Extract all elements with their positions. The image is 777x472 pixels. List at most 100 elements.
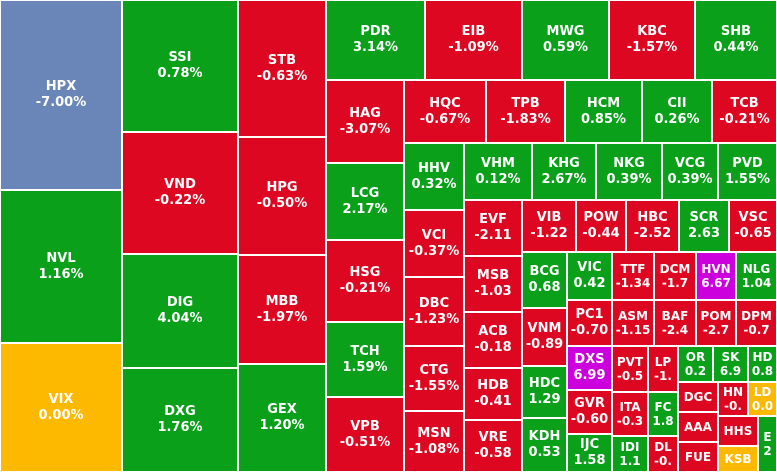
- ticker-label: DGC: [683, 389, 713, 404]
- stock-tile-dpm[interactable]: DPM -0.7: [736, 300, 777, 346]
- stock-tile-asm[interactable]: ASM -1.15: [612, 300, 654, 346]
- stock-tile-nlg[interactable]: NLG 1.04: [736, 252, 777, 300]
- stock-tile-vix[interactable]: VIX 0.00%: [0, 343, 122, 472]
- stock-tile-acb[interactable]: ACB -0.18: [464, 312, 522, 368]
- stock-tile-hdb[interactable]: HDB -0.41: [464, 368, 522, 420]
- stock-tile-vci[interactable]: VCI -0.37%: [404, 210, 464, 277]
- stock-tile-tpb[interactable]: TPB -1.83%: [486, 80, 565, 143]
- change-label: 1.20%: [259, 418, 305, 433]
- stock-tile-evf[interactable]: EVF -2.11: [464, 200, 522, 256]
- stock-tile-msn[interactable]: MSN -1.08%: [404, 411, 464, 472]
- change-label: -0.22%: [154, 193, 206, 208]
- stock-tile-ssi[interactable]: SSI 0.78%: [122, 0, 238, 132]
- stock-tile-kbc[interactable]: KBC -1.57%: [609, 0, 695, 80]
- stock-tile-hag[interactable]: HAG -3.07%: [326, 80, 404, 163]
- stock-tile-vcg[interactable]: VCG 0.39%: [662, 143, 718, 200]
- stock-tile-vnd[interactable]: VND -0.22%: [122, 132, 238, 254]
- stock-tile-mbb[interactable]: MBB -1.97%: [238, 255, 326, 364]
- stock-tile-dcm[interactable]: DCM -1.7: [654, 252, 696, 300]
- stock-tile-hbc[interactable]: HBC -2.52: [626, 200, 679, 252]
- stock-tile-fc[interactable]: FC 1.8: [648, 392, 678, 436]
- ticker-label: KBC: [637, 24, 667, 40]
- stock-tile-mwg[interactable]: MWG 0.59%: [522, 0, 609, 80]
- stock-tile-khg[interactable]: KHG 2.67%: [532, 143, 596, 200]
- stock-tile-cii[interactable]: CII 0.26%: [642, 80, 712, 143]
- stock-tile-hqc[interactable]: HQC -0.67%: [404, 80, 486, 143]
- stock-tile-hhs[interactable]: HHS: [718, 416, 758, 446]
- change-label: -0.: [654, 454, 672, 468]
- change-label: 0.26%: [654, 111, 700, 127]
- ticker-label: DPM: [741, 308, 772, 323]
- stock-tile-dl[interactable]: DL -0.: [648, 436, 678, 472]
- stock-tile-ctg[interactable]: CTG -1.55%: [404, 346, 464, 411]
- stock-tile-pom[interactable]: POM -2.7: [696, 300, 736, 346]
- stock-tile-lcg[interactable]: LCG 2.17%: [326, 163, 404, 240]
- stock-tile-scr[interactable]: SCR 2.63: [679, 200, 729, 252]
- ticker-label: SCR: [689, 210, 719, 226]
- stock-tile-hpx[interactable]: HPX -7.00%: [0, 0, 122, 190]
- stock-tile-stb[interactable]: STB -0.63%: [238, 0, 326, 137]
- stock-tile-or[interactable]: OR 0.2: [678, 346, 713, 382]
- stock-tile-vre[interactable]: VRE -0.58: [464, 420, 522, 472]
- ticker-label: EIB: [461, 24, 486, 40]
- stock-tile-shb[interactable]: SHB 0.44%: [695, 0, 777, 80]
- stock-tile-tcb[interactable]: TCB -0.21%: [712, 80, 777, 143]
- change-label: -1.: [654, 369, 672, 383]
- stock-tile-hd[interactable]: HD 0.8: [748, 346, 777, 382]
- stock-tile-vnm[interactable]: VNM -0.89: [522, 308, 567, 366]
- stock-tile-nkg[interactable]: NKG 0.39%: [596, 143, 662, 200]
- stock-tile-ita[interactable]: ITA -0.3: [612, 392, 648, 436]
- stock-tile-ttf[interactable]: TTF -1.34: [612, 252, 654, 300]
- change-label: 1.58: [573, 453, 606, 468]
- ticker-label: VHM: [481, 155, 515, 171]
- stock-tile-msb[interactable]: MSB -1.03: [464, 256, 522, 312]
- stock-tile-baf[interactable]: BAF -2.4: [654, 300, 696, 346]
- stock-tile-dgc[interactable]: DGC: [678, 382, 718, 412]
- ticker-label: DCM: [659, 261, 691, 276]
- stock-tile-dxg[interactable]: DXG 1.76%: [122, 368, 238, 472]
- stock-tile-hsg[interactable]: HSG -0.21%: [326, 240, 404, 322]
- stock-tile-vib[interactable]: VIB -1.22: [522, 200, 576, 252]
- stock-tile-pvt[interactable]: PVT -0.5: [612, 346, 648, 392]
- stock-tile-hcm[interactable]: HCM 0.85%: [565, 80, 642, 143]
- stock-tile-ksb[interactable]: KSB: [718, 446, 758, 472]
- stock-tile-gex[interactable]: GEX 1.20%: [238, 364, 326, 472]
- change-label: -1.09%: [448, 40, 499, 55]
- ticker-label: TPB: [511, 95, 540, 111]
- stock-tile-bcg[interactable]: BCG 0.68: [522, 252, 567, 308]
- change-label: 6.67: [701, 276, 731, 290]
- change-label: -0.67%: [419, 111, 471, 127]
- stock-tile-idi[interactable]: IDI 1.1: [612, 436, 648, 472]
- stock-tile-dig[interactable]: DIG 4.04%: [122, 254, 238, 368]
- stock-tile-nvl[interactable]: NVL 1.16%: [0, 190, 122, 343]
- stock-tile-ld[interactable]: LD 0.0: [748, 382, 777, 416]
- stock-tile-hhv[interactable]: HHV 0.32%: [404, 143, 464, 210]
- stock-tile-fue[interactable]: FUE: [678, 442, 718, 472]
- stock-tile-lp[interactable]: LP -1.: [648, 346, 678, 392]
- stock-tile-dxs[interactable]: DXS 6.99: [567, 346, 612, 390]
- stock-tile-hpg[interactable]: HPG -0.50%: [238, 137, 326, 255]
- stock-tile-vpb[interactable]: VPB -0.51%: [326, 397, 404, 472]
- stock-tile-hvn[interactable]: HVN 6.67: [696, 252, 736, 300]
- stock-tile-pc1[interactable]: PC1 -0.70: [567, 300, 612, 346]
- stock-tile-tch[interactable]: TCH 1.59%: [326, 322, 404, 397]
- stock-tile-vsc[interactable]: VSC -0.65: [729, 200, 777, 252]
- change-label: 0.00%: [38, 407, 84, 423]
- stock-tile-hdc[interactable]: HDC 1.29: [522, 366, 567, 418]
- stock-tile-pdr[interactable]: PDR 3.14%: [326, 0, 425, 80]
- stock-tile-eib[interactable]: EIB -1.09%: [425, 0, 522, 80]
- stock-tile-kdh[interactable]: KDH 0.53: [522, 418, 567, 472]
- stock-tile-vic[interactable]: VIC 0.42: [567, 252, 612, 300]
- stock-tile-aaa[interactable]: AAA: [678, 412, 718, 442]
- stock-tile-gvr[interactable]: GVR -0.60: [567, 390, 612, 434]
- change-label: 2.67%: [541, 171, 587, 187]
- stock-tile-sk[interactable]: SK 6.9: [713, 346, 748, 382]
- stock-tile-vhm[interactable]: VHM 0.12%: [464, 143, 532, 200]
- stock-tile-ijc[interactable]: IJC 1.58: [567, 434, 612, 472]
- stock-tile-dbc[interactable]: DBC -1.23%: [404, 277, 464, 346]
- stock-tile-pvd[interactable]: PVD 1.55%: [718, 143, 777, 200]
- change-label: -0.7: [743, 323, 770, 337]
- stock-tile-pow[interactable]: POW -0.44: [576, 200, 626, 252]
- stock-tile-hn[interactable]: HN -0.: [718, 382, 748, 416]
